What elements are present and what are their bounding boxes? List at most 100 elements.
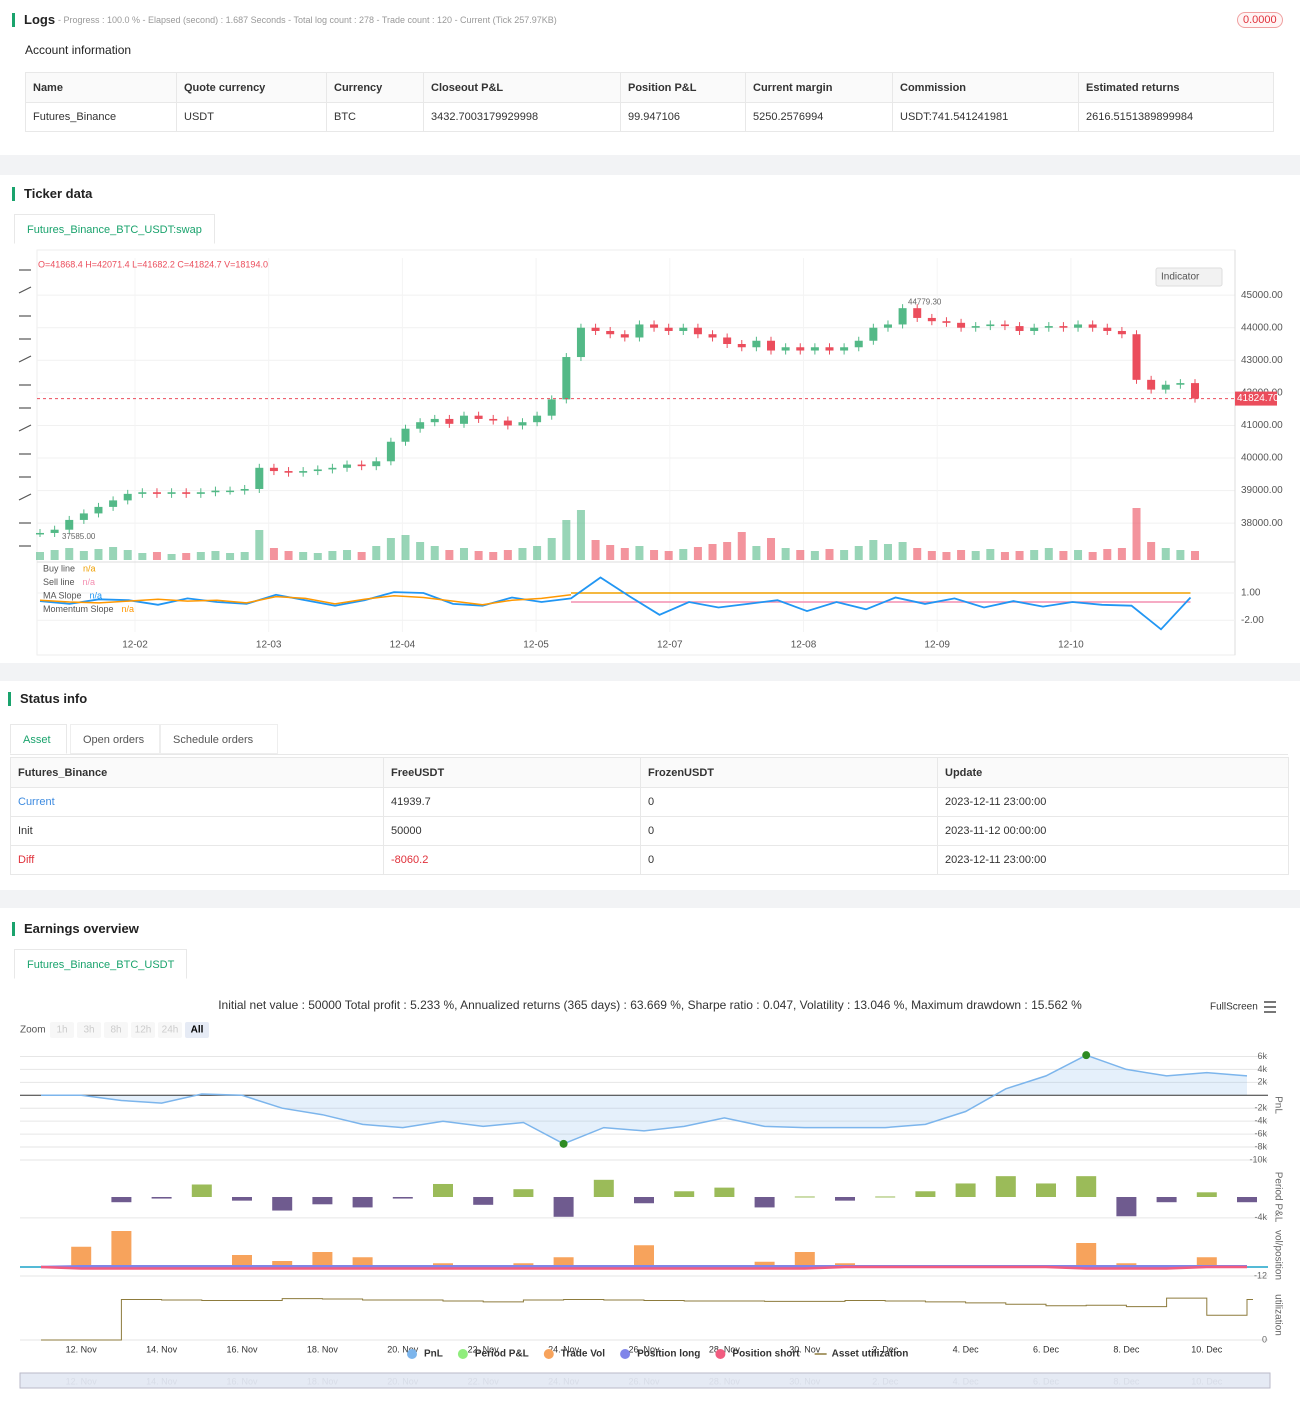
candle bbox=[737, 344, 746, 348]
period-bar bbox=[1156, 1197, 1177, 1203]
candle bbox=[1161, 384, 1170, 390]
volume-bar bbox=[232, 1255, 252, 1267]
volume-bar bbox=[752, 546, 761, 560]
candle bbox=[1088, 324, 1097, 328]
period-bar bbox=[232, 1197, 252, 1201]
y-tick-label: 40000.00 bbox=[1241, 453, 1283, 464]
table-cell: 2023-11-12 00:00:00 bbox=[937, 816, 1289, 846]
volume-bar bbox=[372, 546, 381, 560]
status-tab[interactable]: Open orders bbox=[70, 724, 160, 754]
earnings-title: Earnings overview bbox=[12, 922, 139, 936]
candle bbox=[1117, 330, 1126, 335]
legend-item[interactable]: Asset utilization bbox=[832, 1349, 909, 1360]
zoom-button[interactable]: All bbox=[191, 1025, 204, 1036]
candle bbox=[533, 415, 542, 423]
y-tick-label: 44000.00 bbox=[1241, 322, 1283, 333]
volume-bar bbox=[957, 550, 966, 560]
legend-item[interactable]: Position long bbox=[637, 1349, 700, 1360]
candle bbox=[1176, 383, 1185, 385]
legend-value: n/a bbox=[90, 590, 103, 600]
table-cell: Diff bbox=[10, 845, 384, 875]
x-tick-label: 16. Nov bbox=[226, 1344, 258, 1354]
table-cell: Futures_Binance bbox=[25, 102, 177, 132]
period-bar bbox=[191, 1184, 212, 1197]
zoom-button[interactable]: 3h bbox=[83, 1025, 94, 1036]
candle bbox=[211, 490, 220, 493]
header-cell: FreeUSDT bbox=[383, 757, 641, 788]
volume-bar bbox=[1103, 549, 1112, 560]
volume-bar bbox=[708, 544, 717, 560]
earnings-summary: Initial net value : 50000 Total profit :… bbox=[218, 998, 1082, 1012]
candle bbox=[518, 422, 527, 426]
candle bbox=[474, 415, 483, 419]
candle bbox=[167, 492, 176, 494]
indicator-line bbox=[39, 594, 572, 606]
y-tick-label: -6k bbox=[1254, 1128, 1267, 1138]
candle bbox=[840, 347, 849, 351]
pnl-area bbox=[41, 1055, 1247, 1144]
x-tick-label: 10. Dec bbox=[1191, 1344, 1223, 1354]
period-bar bbox=[513, 1189, 534, 1197]
zoom-button[interactable]: 8h bbox=[110, 1025, 121, 1036]
candle bbox=[898, 308, 907, 325]
period-bar bbox=[473, 1197, 494, 1205]
table-cell: 50000 bbox=[383, 816, 641, 846]
status-tab[interactable]: Schedule orders bbox=[160, 724, 278, 754]
table-cell: BTC bbox=[326, 102, 424, 132]
period-bar bbox=[593, 1179, 614, 1197]
volume-bar bbox=[927, 551, 936, 560]
volume-bar bbox=[986, 549, 995, 560]
volume-bar bbox=[79, 551, 88, 560]
header-cell: Futures_Binance bbox=[10, 757, 384, 788]
candle bbox=[927, 317, 936, 322]
volume-bar bbox=[650, 550, 659, 560]
legend-item[interactable]: Trade Vol bbox=[561, 1349, 605, 1360]
legend-item[interactable]: PnL bbox=[424, 1349, 443, 1360]
volume-bar bbox=[634, 1245, 654, 1267]
volume-bar bbox=[1191, 551, 1199, 560]
volume-bar bbox=[591, 540, 600, 560]
volume-bar bbox=[794, 1252, 815, 1267]
earnings-tab[interactable]: Futures_Binance_BTC_USDT bbox=[14, 949, 188, 979]
y-tick-label: 41000.00 bbox=[1241, 420, 1283, 431]
toolbar-icon bbox=[18, 355, 32, 363]
header-cell: Closeout P&L bbox=[423, 72, 621, 103]
period-bar bbox=[553, 1197, 574, 1217]
header-cell: Quote currency bbox=[176, 72, 327, 103]
logs-summary: - Progress : 100.0 % - Elapsed (second) … bbox=[58, 15, 557, 25]
volume-bar bbox=[518, 548, 527, 560]
legend-item[interactable]: Period P&L bbox=[475, 1349, 529, 1360]
period-bar bbox=[875, 1196, 896, 1198]
legend-item[interactable]: Position short bbox=[732, 1349, 800, 1360]
candle bbox=[109, 500, 118, 507]
candle bbox=[401, 428, 410, 442]
volume-bar bbox=[111, 1231, 132, 1267]
zoom-button[interactable]: 12h bbox=[135, 1025, 152, 1036]
badge: 0.0000 bbox=[1237, 12, 1283, 28]
legend-symbol bbox=[620, 1349, 631, 1359]
volume-bar bbox=[474, 551, 483, 560]
section-gap bbox=[0, 155, 1300, 175]
section-gap bbox=[0, 663, 1300, 681]
zoom-label: Zoom bbox=[20, 1025, 46, 1036]
fullscreen-button[interactable]: FullScreen bbox=[1210, 1002, 1258, 1013]
y-tick-label: 45000.00 bbox=[1241, 290, 1283, 301]
y-tick-label: 39000.00 bbox=[1241, 485, 1283, 496]
volume-bar bbox=[553, 1257, 574, 1267]
period-bar bbox=[955, 1183, 976, 1197]
ticker-tab[interactable]: Futures_Binance_BTC_USDT:swap bbox=[14, 214, 215, 244]
volume-bar bbox=[1000, 552, 1009, 560]
volume-bar bbox=[620, 548, 629, 560]
candle bbox=[971, 326, 980, 328]
zoom-button[interactable]: 1h bbox=[56, 1025, 67, 1036]
tab-strip-line bbox=[10, 754, 1288, 755]
candle bbox=[372, 461, 381, 467]
zoom-button[interactable]: 24h bbox=[162, 1025, 179, 1036]
x-tick-label: 6. Dec bbox=[1033, 1344, 1060, 1354]
volume-bar bbox=[36, 552, 44, 560]
volume-bar bbox=[1196, 1257, 1217, 1267]
candle bbox=[1103, 327, 1112, 331]
status-tab[interactable]: Asset bbox=[10, 724, 67, 754]
x-tick-label: 12-05 bbox=[523, 640, 549, 651]
candle bbox=[255, 467, 264, 489]
